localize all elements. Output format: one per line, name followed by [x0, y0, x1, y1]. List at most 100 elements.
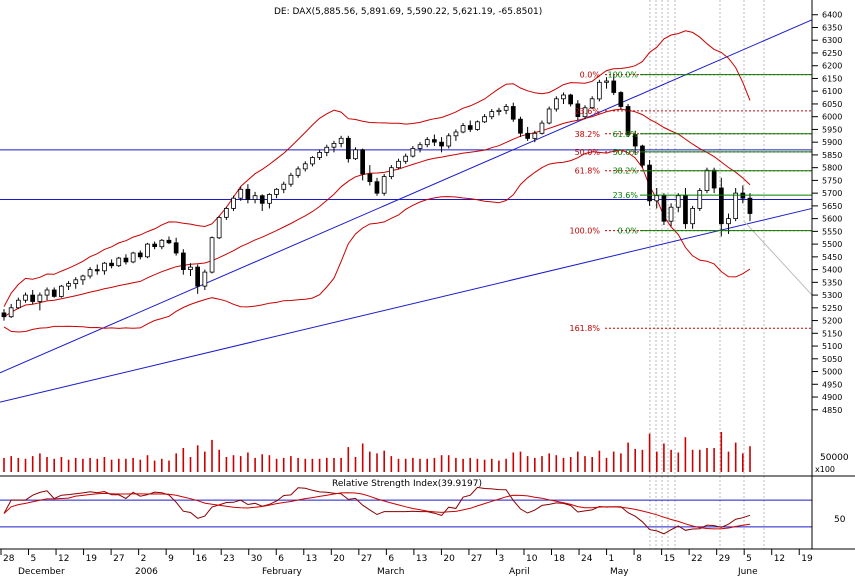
candle-body [381, 176, 387, 194]
y-tick-label: 5000 [822, 368, 842, 377]
candle-body [604, 80, 609, 83]
volume-bar [548, 453, 550, 472]
candle-body [66, 283, 71, 287]
y-tick-label: 5100 [822, 342, 842, 351]
y-tick-label: 5850 [822, 151, 842, 160]
candle-body [324, 146, 330, 153]
volume-bar [512, 452, 515, 472]
candle-body [747, 197, 753, 214]
candle-body [231, 197, 236, 209]
volume-bar [541, 456, 543, 472]
candle-body [259, 195, 265, 204]
candle-body [267, 193, 272, 204]
candle-body [295, 168, 301, 176]
candle-body [374, 181, 380, 194]
month-label: December [18, 567, 65, 577]
fib-label-right: 38.2% [613, 167, 639, 176]
volume-bar [433, 457, 436, 472]
candle-body [109, 262, 114, 267]
candle-body [697, 190, 703, 209]
volume-bar [369, 451, 371, 472]
candle-body [654, 195, 660, 202]
volume-bar [598, 450, 601, 472]
x-tick-label: 5 [746, 554, 752, 564]
volume-bar [275, 458, 278, 472]
candle-body [37, 294, 43, 302]
candle-body [431, 139, 437, 143]
volume-bar [419, 458, 421, 472]
rsi-line [3, 486, 751, 535]
y-tick-label: 5700 [822, 189, 842, 198]
fib-label-left: 61.8% [575, 167, 601, 176]
candle-body [467, 125, 473, 130]
volume-bar [31, 456, 34, 472]
candle-body [80, 275, 86, 281]
y-tick-label: 5950 [822, 125, 842, 134]
y-tick-label: 6100 [822, 87, 842, 96]
candle-body [73, 279, 79, 284]
candle-body [102, 262, 107, 272]
fib-label-left: 161.8% [569, 324, 600, 333]
y-tick-label: 5300 [822, 291, 842, 300]
volume-bar [404, 458, 407, 472]
volume-bar [189, 457, 192, 472]
volume-bar [175, 453, 177, 472]
x-tick-label: 19 [801, 554, 813, 564]
x-tick-label: 18 [554, 554, 566, 564]
volume-bar [268, 455, 271, 472]
x-tick-label: 20 [443, 554, 455, 564]
candle-body [568, 94, 574, 105]
y-tick-label: 5900 [822, 138, 842, 147]
volume-bar [254, 457, 256, 472]
y-tick-label: 5800 [822, 164, 842, 173]
candle-body [475, 121, 480, 130]
volume-bar [125, 458, 127, 472]
volume-bar [641, 449, 644, 472]
volume-bar [634, 448, 636, 472]
volume-bar [361, 443, 364, 472]
volume-bar [397, 458, 400, 472]
candle-body [726, 218, 731, 225]
volume-bar [584, 456, 586, 472]
candle-body [188, 266, 193, 271]
volume-bar [204, 451, 206, 472]
volume-bar [318, 458, 321, 472]
y-tick-label: 5650 [822, 202, 842, 211]
volume-bar [663, 443, 665, 472]
volume-bar [340, 457, 342, 472]
volume-bar [326, 457, 328, 472]
candle-body [496, 109, 502, 113]
volume-bar [519, 451, 522, 472]
x-tick-label: 20 [333, 554, 345, 564]
candle-body [439, 141, 444, 147]
month-label: April [509, 567, 530, 577]
candle-body [640, 145, 645, 166]
volume-bar [110, 459, 113, 472]
volume-bar [211, 439, 213, 472]
volume-bar [146, 455, 149, 472]
candle-body [546, 108, 552, 124]
volume-bar [749, 446, 751, 472]
x-tick-label: 30 [251, 554, 263, 564]
volume-bar [225, 457, 228, 472]
volume-bar [691, 449, 694, 472]
candle-body [539, 122, 545, 134]
y-tick-label: 6400 [822, 11, 842, 20]
volume-bar [498, 460, 500, 472]
candle-body [130, 252, 136, 263]
volume-bar [60, 457, 63, 472]
fib-label-left: 50.0% [575, 148, 601, 157]
candle-body [690, 207, 696, 225]
candle-body [618, 92, 624, 107]
volume-bar [282, 457, 285, 472]
fib-label-right: 50.0% [613, 148, 639, 157]
volume-bar [139, 459, 142, 472]
candle-body [94, 269, 100, 272]
volume-bar [297, 457, 299, 472]
volume-bar [713, 448, 715, 472]
fib-label-left: 23.6% [575, 107, 601, 116]
candle-body [661, 195, 667, 222]
chart-title: DE: DAX(5,885.56, 5,891.69, 5,590.22, 5,… [274, 7, 542, 17]
volume-bar [627, 442, 629, 472]
